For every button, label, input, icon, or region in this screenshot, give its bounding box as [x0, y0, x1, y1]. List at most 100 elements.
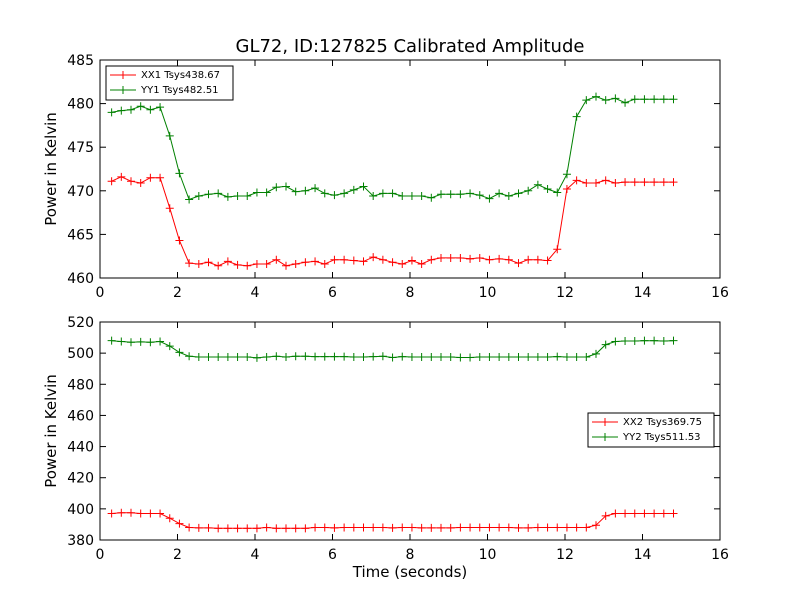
bottom-x-tick-label: 0 — [96, 547, 105, 563]
top-series-1-point — [417, 192, 426, 201]
bottom-series-1-point — [223, 353, 232, 362]
top-series-0-point — [214, 261, 223, 270]
top-series-0-point — [437, 253, 445, 262]
bottom-legend-label-xx2: XX2 Tsys369.75 — [623, 417, 702, 428]
top-series-0-point — [262, 260, 271, 269]
bottom-legend-marker-yy2 — [601, 433, 609, 441]
bottom-y-tick-label: 500 — [67, 346, 94, 362]
bottom-series-1-point — [650, 336, 659, 345]
bottom-series-1-point — [601, 340, 610, 349]
bottom-series-1-point — [301, 352, 310, 361]
top-series-0-point — [533, 255, 542, 264]
top-series-1-point — [165, 131, 174, 140]
top-series-1-point — [301, 186, 310, 195]
bottom-series-0-point — [107, 509, 116, 518]
top-legend-marker-yy1 — [119, 86, 127, 94]
bottom-series-1-point — [369, 352, 378, 361]
bottom-series-0-point — [485, 523, 494, 532]
top-series-0-point — [127, 177, 135, 186]
top-series-0-point — [146, 173, 155, 182]
bottom-series-1-point — [388, 353, 397, 362]
bottom-series-0-point — [156, 509, 165, 518]
bottom-panel: 0 2 4 6 8 10 12 14 16 380 400 420 440 460 480 500 520 Po… — [42, 315, 729, 581]
bottom-series-0-point — [301, 524, 310, 533]
top-series-1-point — [659, 95, 668, 104]
top-series-0-point — [185, 259, 194, 268]
bottom-series-1-point — [165, 342, 174, 351]
top-series-0-point — [398, 260, 407, 269]
top-series-0-point — [504, 255, 513, 264]
bottom-series-0-point — [456, 523, 465, 532]
bottom-y-tick-label: 480 — [67, 377, 94, 393]
top-series-0-point — [175, 236, 184, 245]
bottom-series-1-point — [446, 353, 455, 362]
bottom-legend-entry-yy2: YY2 Tsys511.53 — [592, 432, 701, 443]
bottom-series-1-point — [475, 353, 484, 362]
top-y-tick-label: 475 — [67, 140, 94, 156]
top-series-0-point — [611, 178, 620, 187]
bottom-series-0-point — [621, 509, 630, 518]
bottom-series-0-point — [592, 521, 600, 530]
bottom-series-0-point — [282, 524, 290, 533]
top-series-0-point — [369, 253, 378, 262]
top-series-1-point — [359, 182, 368, 191]
bottom-series-0-point — [272, 524, 281, 533]
bottom-series-0-point — [359, 523, 368, 532]
bottom-series-0-point — [398, 523, 407, 532]
bottom-series-1-point — [553, 352, 562, 361]
bottom-series-1-point — [630, 336, 639, 345]
top-series-1-point — [669, 95, 678, 104]
top-series-0-point — [562, 185, 571, 194]
bottom-series-1-point — [175, 348, 184, 357]
bottom-series-1-point — [466, 353, 475, 362]
top-series-1-point — [349, 185, 358, 194]
bottom-series-1-point — [320, 352, 329, 361]
top-x-tick-label: 8 — [406, 285, 415, 301]
top-series-0-point — [669, 178, 678, 187]
top-x-tick-label: 0 — [96, 285, 105, 301]
top-series-1-point — [282, 182, 290, 191]
bottom-series-1-point — [252, 353, 261, 362]
top-series-0-point — [233, 260, 242, 269]
bottom-series-0-point — [611, 509, 620, 518]
top-panel: 0 2 4 6 8 10 12 14 16 460 465 470 475 480 485 Power in… — [42, 53, 729, 301]
bottom-legend: XX2 Tsys369.75 YY2 Tsys511.53 — [587, 412, 715, 448]
top-x-tick-label: 12 — [556, 285, 574, 301]
bottom-y-tick-label: 420 — [67, 471, 94, 487]
top-series-0-point — [466, 254, 475, 263]
bottom-series-1-point — [311, 352, 320, 361]
top-series-1-point — [601, 96, 610, 105]
bottom-series-0-point — [291, 524, 300, 533]
top-series-0-point — [495, 254, 504, 263]
top-series-0-point — [621, 178, 630, 187]
top-series-1-point — [621, 98, 630, 107]
top-series-1-point — [398, 192, 407, 201]
bottom-series-1-point — [117, 337, 126, 346]
top-series-1-point — [650, 95, 659, 104]
bottom-series-0-point — [340, 523, 349, 532]
top-series-1-point — [446, 190, 455, 199]
bottom-series-1-point — [524, 353, 533, 362]
bottom-y-axis-label: Power in Kelvin — [42, 374, 60, 488]
bottom-y-tick-label: 460 — [67, 408, 94, 424]
top-series-0-point — [388, 258, 397, 267]
bottom-series-1-point — [427, 353, 436, 362]
top-series-1-point — [175, 169, 184, 178]
top-series-0-point — [204, 258, 213, 267]
bottom-series-1-point — [562, 353, 571, 362]
top-series-0-point — [592, 178, 600, 187]
top-series-1-point — [630, 95, 639, 104]
top-series-1-point — [543, 185, 552, 194]
top-series-0-point — [650, 178, 659, 187]
top-x-tick-label: 10 — [479, 285, 497, 301]
top-series-0-point — [117, 172, 126, 181]
top-legend: XX1 Tsys438.67 YY1 Tsys482.51 — [105, 65, 234, 101]
top-series-1-point — [485, 194, 494, 203]
top-legend-frame — [105, 65, 234, 101]
top-series-1-point — [146, 105, 155, 114]
top-series-1-point — [456, 190, 465, 199]
bottom-series-0-point — [582, 523, 591, 532]
bottom-series-0-point — [524, 523, 533, 532]
bottom-series-0-point — [311, 523, 320, 532]
top-series-0-point — [330, 255, 339, 264]
